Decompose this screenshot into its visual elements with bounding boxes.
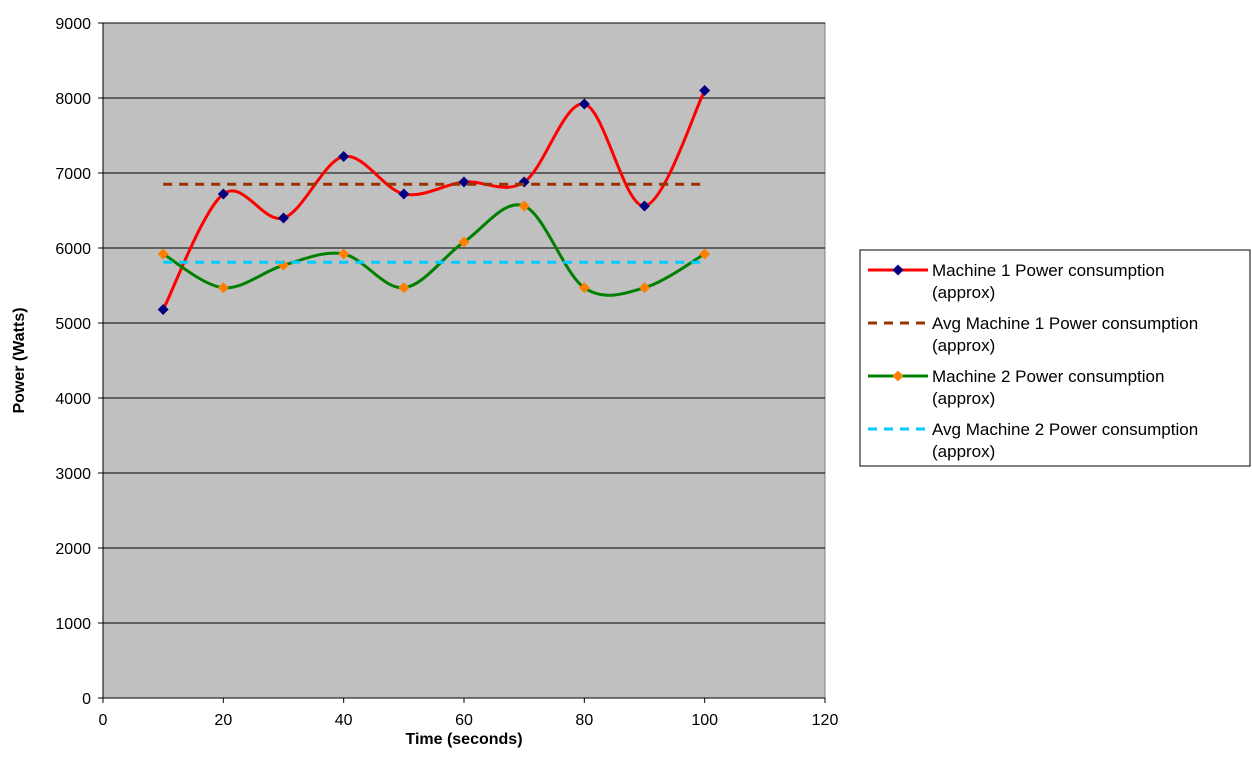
- series-3: [157, 200, 711, 297]
- data-point-marker: [458, 236, 470, 248]
- data-point-marker: [639, 282, 650, 294]
- y-tick-label: 4000: [55, 391, 91, 408]
- data-point-marker: [338, 151, 350, 162]
- legend-item: Machine 1 Power consumption (approx): [868, 261, 1164, 302]
- y-tick-label: 9000: [55, 16, 91, 33]
- y-tick-label: 7000: [55, 166, 91, 183]
- series-1: [157, 85, 711, 315]
- legend-label: Machine 2 Power consumption: [932, 367, 1164, 386]
- y-tick-label: 2000: [55, 541, 91, 558]
- x-tick-labels: 0 20 40 60 80 100 120: [99, 712, 839, 729]
- x-tick-label: 80: [575, 712, 593, 729]
- gridlines: [103, 22, 825, 624]
- x-tick-label: 20: [214, 712, 232, 729]
- x-axis-title: Time (seconds): [405, 731, 522, 748]
- legend-marker: [892, 370, 904, 382]
- legend-item: Avg Machine 1 Power consumption (approx): [868, 314, 1198, 355]
- x-tick-label: 40: [335, 712, 353, 729]
- x-tick-label: 0: [99, 712, 108, 729]
- y-tick-label: 1000: [55, 616, 91, 633]
- legend-label: (approx): [932, 283, 995, 302]
- data-point-marker: [699, 85, 711, 96]
- data-point-marker: [578, 282, 590, 294]
- series-line: [162, 203, 706, 297]
- legend-label: Avg Machine 1 Power consumption: [932, 314, 1198, 333]
- data-point-marker: [639, 200, 650, 212]
- data-point-marker: [157, 248, 169, 260]
- y-tick-label: 8000: [55, 91, 91, 108]
- data-point-marker: [699, 248, 711, 260]
- data-point-marker: [217, 282, 229, 294]
- legend-label: (approx): [932, 442, 995, 461]
- data-point-marker: [338, 248, 350, 260]
- y-axis-title: Power (Watts): [11, 307, 28, 413]
- y-tick-label: 5000: [55, 316, 91, 333]
- x-tick-label: 100: [691, 712, 718, 729]
- y-tick-labels: 0 1000 2000 3000 4000 5000 6000 7000 8000 9000: [55, 16, 91, 708]
- data-point-marker: [398, 282, 410, 294]
- y-tick-label: 3000: [55, 466, 91, 483]
- legend-label: (approx): [932, 336, 995, 355]
- y-tick-label: 6000: [55, 241, 91, 258]
- legend-marker: [892, 264, 904, 276]
- legend-item: Machine 2 Power consumption (approx): [868, 367, 1164, 408]
- series-layer: [157, 85, 711, 315]
- plot-area: [102, 22, 826, 699]
- x-tick-label: 120: [812, 712, 839, 729]
- legend: Machine 1 Power consumption(approx)Avg M…: [859, 249, 1251, 467]
- legend-label: Avg Machine 2 Power consumption: [932, 420, 1198, 439]
- x-tick-label: 60: [455, 712, 473, 729]
- data-point-marker: [278, 212, 289, 224]
- axes: [98, 22, 826, 703]
- data-point-marker: [217, 188, 229, 200]
- series-line: [161, 89, 706, 311]
- data-point-marker: [398, 188, 410, 200]
- y-tick-label: 0: [82, 691, 91, 708]
- legend-label: (approx): [932, 389, 995, 408]
- data-point-marker: [518, 200, 530, 212]
- data-point-marker: [157, 304, 169, 315]
- data-point-marker: [578, 98, 590, 110]
- data-point-marker: [458, 176, 470, 188]
- legend-label: Machine 1 Power consumption: [932, 261, 1164, 280]
- legend-item: Avg Machine 2 Power consumption (approx): [868, 420, 1198, 461]
